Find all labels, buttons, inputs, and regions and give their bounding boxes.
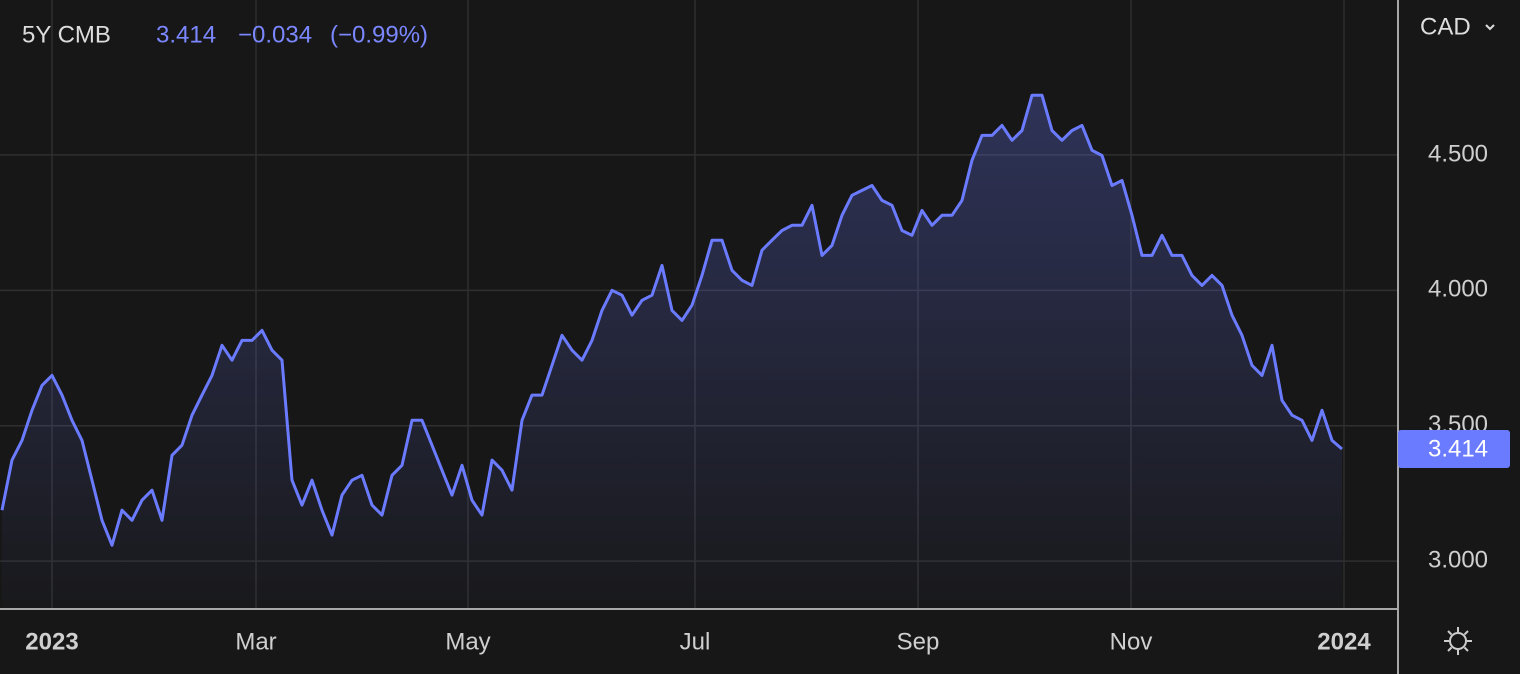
last-price: 3.414: [156, 21, 216, 48]
price-change-percent: (−0.99%): [330, 21, 428, 48]
currency-selector[interactable]: CAD: [1420, 13, 1471, 40]
y-tick-label: 4.000: [1428, 276, 1488, 303]
line: [0, 93, 1343, 547]
x-tick-label: 2023: [25, 628, 78, 655]
x-tick-label: May: [445, 628, 490, 655]
x-tick-label: 2024: [1317, 628, 1371, 655]
y-tick-label: 3.000: [1428, 546, 1488, 573]
last-price-label: 3.414: [1428, 435, 1488, 462]
currency-chevron[interactable]: [1485, 24, 1495, 31]
settings-icon[interactable]: [1444, 627, 1472, 655]
x-tick-label: Jul: [680, 628, 711, 655]
x-tick-label: Mar: [235, 628, 276, 655]
x-tick-label: Nov: [1110, 628, 1153, 655]
price-change: −0.034: [238, 21, 312, 48]
x-tick-label: Sep: [897, 628, 940, 655]
last-price-badge: [1398, 430, 1510, 469]
area: [2, 95, 1342, 609]
y-tick-label: 4.500: [1428, 140, 1488, 167]
symbol-title: 5Y CMB: [22, 21, 111, 48]
